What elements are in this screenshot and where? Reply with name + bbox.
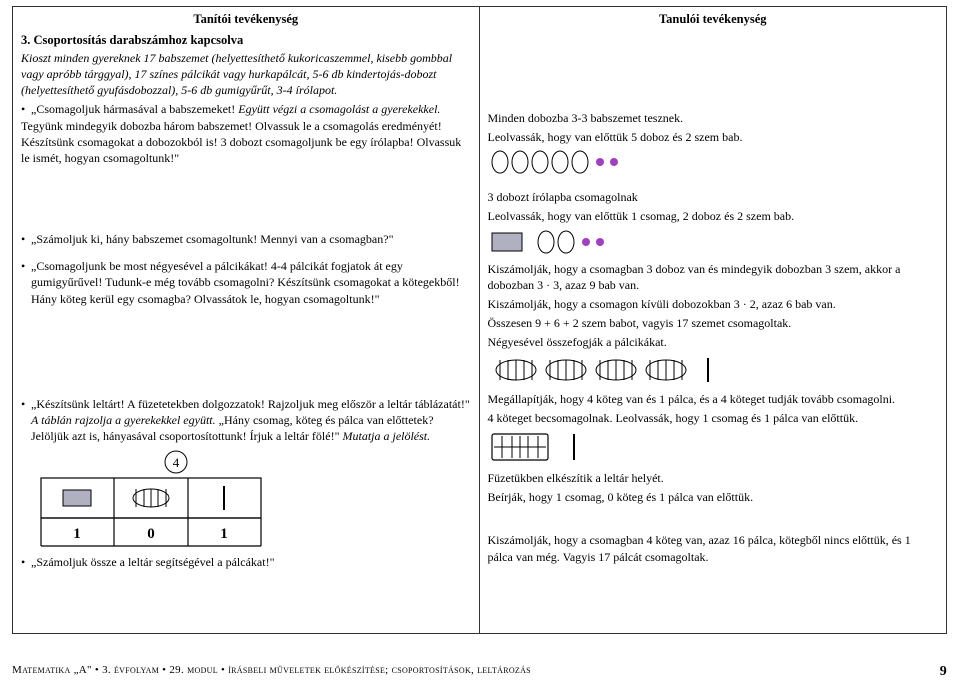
- r-p5: Kiszámolják, hogy a csomagban 3 doboz va…: [488, 261, 939, 293]
- bullet-1-italic: Együtt végzi a csomagolást a gyerekekkel…: [235, 102, 440, 116]
- section-3-title: 3. Csoportosítás darabszámhoz kapcsolva: [21, 32, 471, 49]
- r-p7: Összesen 9 + 6 + 2 szem babot, vagyis 17…: [488, 315, 939, 331]
- teacher-column: Tanítói tevékenység 3. Csoportosítás dar…: [13, 7, 480, 633]
- r-p8: Négyesével összefogják a pálcikákat.: [488, 334, 939, 350]
- spacer: [21, 169, 471, 231]
- r-p1: Minden dobozba 3-3 babszemet tesznek.: [488, 110, 939, 126]
- tv-1: 1: [73, 526, 81, 542]
- teacher-intro: Kioszt minden gyereknek 17 babszemet (he…: [21, 50, 471, 99]
- spacer: [21, 310, 471, 372]
- bullet-1: „Csomagoljuk hármasával a babszemeket! E…: [21, 101, 471, 117]
- student-title: Tanulói tevékenység: [488, 11, 939, 28]
- bullet-1-text: „Csomagoljuk hármasával a babszemeket!: [31, 102, 235, 116]
- bullet-4-b: A táblán rajzolja a gyerekekkel együtt.: [31, 413, 219, 427]
- bullet-4-a: „Készítsünk leltárt! A füzetetekben dolg…: [31, 397, 470, 411]
- teacher-title: Tanítói tevékenység: [21, 11, 471, 28]
- tv-3: 1: [220, 526, 228, 542]
- bullet-5-text: „Számoljuk össze a leltár segítségével a…: [31, 555, 274, 569]
- r-p11: Füzetükben elkészítik a leltár helyét.: [488, 470, 939, 486]
- bullet-5: „Számoljuk össze a leltár segítségével a…: [21, 554, 471, 570]
- footer-left: Matematika „A" • 3. évfolyam • 29. modul…: [12, 663, 531, 682]
- student-column: Tanulói tevékenység Minden dobozba 3-3 b…: [480, 7, 947, 633]
- r-p4: Leolvassák, hogy van előttük 1 csomag, 2…: [488, 208, 939, 224]
- teacher-p1: Tegyünk mindegyik dobozba három babszeme…: [21, 118, 471, 167]
- bullet-4-d: Mutatja a jelölést.: [339, 429, 430, 443]
- fig-5boxes-2seeds: [488, 149, 939, 175]
- bullet-3-text: „Csomagoljunk be most négyesével a pálci…: [31, 259, 460, 305]
- r-p9: Megállapítják, hogy 4 köteg van és 1 pál…: [488, 391, 939, 407]
- r-p2: Leolvassák, hogy van előttük 5 doboz és …: [488, 129, 939, 145]
- r-p13: Kiszámolják, hogy a csomagban 4 köteg va…: [488, 532, 939, 564]
- bullet-2: „Számoljuk ki, hány babszemet csomagoltu…: [21, 231, 471, 247]
- r-p12: Beírják, hogy 1 csomag, 0 köteg és 1 pál…: [488, 489, 939, 505]
- circle-value: 4: [173, 455, 180, 470]
- bullet-3: „Csomagoljunk be most négyesével a pálci…: [21, 258, 471, 307]
- page-number: 9: [940, 663, 947, 682]
- r-p10: 4 köteget becsomagolnak. Leolvassák, hog…: [488, 410, 939, 426]
- inventory-table-figure: 4: [21, 448, 471, 548]
- page-frame: Tanítói tevékenység 3. Csoportosítás dar…: [12, 6, 947, 634]
- fig-4bundles-1stick: [488, 355, 939, 385]
- r-p6: Kiszámolják, hogy a csomagon kívüli dobo…: [488, 296, 939, 312]
- bullet-4: „Készítsünk leltárt! A füzetetekben dolg…: [21, 396, 471, 445]
- bullet-2-text: „Számoljuk ki, hány babszemet csomagoltu…: [31, 232, 393, 246]
- fig-1pack-2box-2seed: [488, 229, 939, 255]
- r-p3: 3 dobozt írólapba csomagolnak: [488, 189, 939, 205]
- page-footer: Matematika „A" • 3. évfolyam • 29. modul…: [12, 663, 947, 682]
- fig-bigpack-1stick: [488, 430, 939, 464]
- tv-2: 0: [147, 526, 155, 542]
